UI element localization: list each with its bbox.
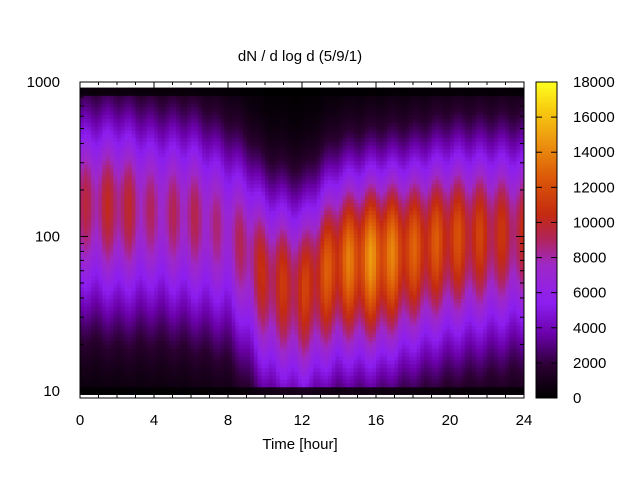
x-tick-label: 24 (516, 412, 533, 429)
y-axis: 10 100 1000 (27, 74, 524, 400)
x-tick-label: 16 (368, 412, 385, 429)
colorbar-tick-label: 8000 (573, 250, 606, 267)
colorbar-tick-label: 18000 (573, 74, 615, 91)
colorbar-axis: 0 2000 4000 6000 8000 10000 12000 14000 16000 180… (536, 74, 615, 407)
x-axis: 0 4 8 12 16 20 24 (76, 82, 533, 429)
colorbar-tick-label: 4000 (573, 320, 606, 337)
x-tick-label: 4 (150, 412, 158, 429)
y-tick-label: 1000 (27, 74, 60, 91)
chart-title: dN / d log d (5/9/1) (238, 48, 362, 65)
colorbar-tick-label: 0 (573, 390, 581, 407)
y-tick-label: 10 (43, 383, 60, 400)
x-tick-label: 0 (76, 412, 84, 429)
colorbar-tick-label: 2000 (573, 355, 606, 372)
x-tick-label: 8 (224, 412, 232, 429)
colorbar-tick-label: 6000 (573, 285, 606, 302)
colorbar-tick-label: 14000 (573, 144, 615, 161)
colorbar-tick-label: 12000 (573, 179, 615, 196)
y-tick-label: 100 (35, 228, 60, 245)
heatmap (80, 82, 524, 398)
colorbar (535, 81, 558, 399)
x-tick-label: 20 (442, 412, 459, 429)
colorbar-tick-label: 16000 (573, 109, 615, 126)
colorbar-tick-label: 10000 (573, 214, 615, 231)
x-tick-label: 12 (294, 412, 311, 429)
x-axis-label: Time [hour] (262, 436, 337, 453)
